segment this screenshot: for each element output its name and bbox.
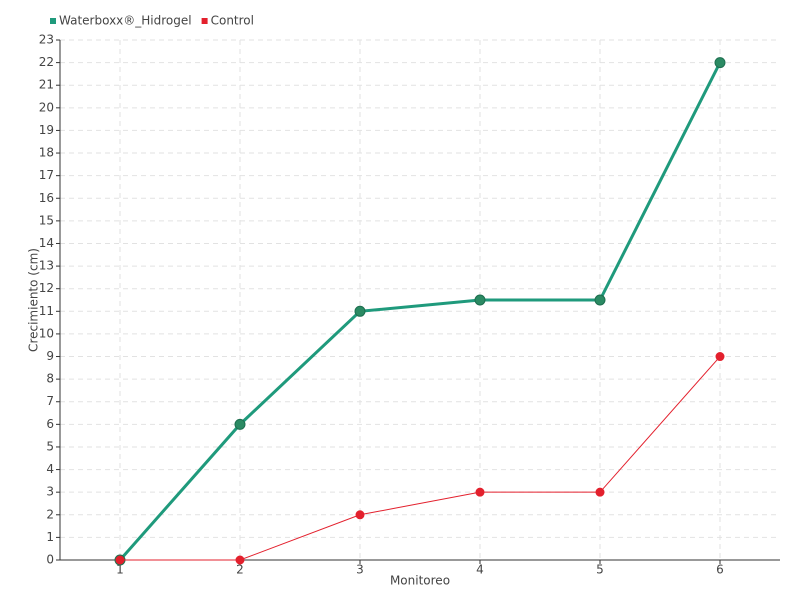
y-tick-label: 19 bbox=[39, 123, 54, 137]
x-tick-label: 4 bbox=[476, 563, 484, 577]
data-point bbox=[115, 555, 125, 565]
y-tick-label: 20 bbox=[39, 100, 54, 114]
data-point bbox=[355, 510, 365, 520]
legend-label: Control bbox=[211, 14, 254, 28]
y-tick-label: 4 bbox=[46, 462, 54, 476]
y-tick-label: 10 bbox=[39, 326, 54, 340]
y-tick-label: 7 bbox=[46, 394, 54, 408]
data-point bbox=[354, 305, 366, 317]
legend-swatch bbox=[50, 18, 56, 24]
data-point bbox=[474, 294, 486, 306]
y-axis-title: Crecimiento (cm) bbox=[27, 248, 41, 352]
y-tick-label: 11 bbox=[39, 304, 54, 318]
y-tick-label: 15 bbox=[39, 213, 54, 227]
data-point bbox=[595, 487, 605, 497]
y-tick-label: 23 bbox=[39, 33, 54, 47]
data-point bbox=[594, 294, 606, 306]
x-tick-label: 1 bbox=[116, 563, 124, 577]
y-tick-label: 2 bbox=[46, 507, 54, 521]
x-tick-label: 5 bbox=[596, 563, 604, 577]
x-axis-title: Monitoreo bbox=[390, 574, 450, 588]
y-tick-label: 9 bbox=[46, 349, 54, 363]
y-tick-label: 16 bbox=[39, 191, 54, 205]
y-tick-label: 18 bbox=[39, 146, 54, 160]
legend-swatch bbox=[201, 18, 208, 24]
y-tick-label: 22 bbox=[39, 55, 54, 69]
x-tick-label: 3 bbox=[356, 563, 364, 577]
data-point bbox=[715, 352, 725, 362]
data-point bbox=[235, 555, 245, 565]
y-tick-label: 12 bbox=[39, 281, 54, 295]
data-point bbox=[714, 57, 726, 69]
data-point bbox=[234, 418, 246, 430]
y-tick-label: 3 bbox=[46, 485, 54, 499]
y-tick-label: 5 bbox=[46, 439, 54, 453]
x-tick-label: 2 bbox=[236, 563, 244, 577]
y-tick-label: 14 bbox=[39, 236, 54, 250]
y-tick-label: 21 bbox=[39, 78, 54, 92]
data-point bbox=[475, 487, 485, 497]
x-tick-label: 6 bbox=[716, 563, 724, 577]
y-tick-label: 17 bbox=[39, 168, 54, 182]
legend-label: Waterboxx®_Hidrogel bbox=[59, 14, 192, 28]
y-tick-label: 6 bbox=[46, 417, 54, 431]
y-tick-label: 1 bbox=[46, 530, 54, 544]
series-line bbox=[120, 356, 721, 561]
y-tick-label: 13 bbox=[39, 259, 54, 273]
y-tick-label: 0 bbox=[46, 553, 54, 567]
series-line bbox=[118, 61, 722, 561]
y-tick-label: 8 bbox=[46, 372, 54, 386]
